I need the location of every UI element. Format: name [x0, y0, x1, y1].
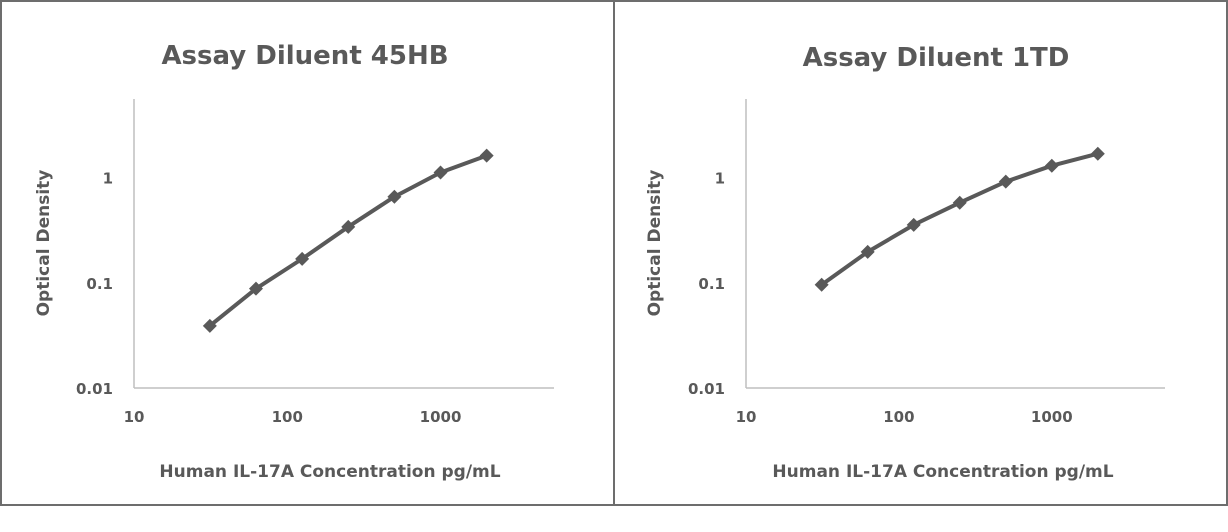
- x-tick-label: 100: [883, 408, 914, 426]
- data-point-marker: [433, 165, 448, 180]
- y-tick-label: 0.1: [86, 275, 113, 293]
- data-point-marker: [814, 277, 829, 292]
- chart-title: Assay Diluent 1TD: [803, 43, 1070, 73]
- y-axis-label: Optical Density: [34, 170, 54, 317]
- data-point-marker: [387, 189, 402, 204]
- chart-45hb: Assay Diluent 45HB Optical Density Human…: [34, 41, 554, 482]
- data-point-marker: [1044, 158, 1059, 173]
- chart-panel-45hb: Assay Diluent 45HB Optical Density Human…: [0, 0, 615, 506]
- data-point-marker: [248, 281, 263, 296]
- x-tick-label: 1000: [420, 408, 462, 426]
- data-point-marker: [1090, 146, 1105, 161]
- chart-1td: Assay Diluent 1TD Optical Density Human …: [645, 43, 1165, 482]
- y-tick-label: 1: [103, 170, 113, 188]
- data-point-marker: [202, 318, 217, 333]
- x-tick-label: 100: [272, 408, 303, 426]
- data-point-marker: [952, 195, 967, 210]
- plot-area: 0.01 0.1 1 10 100 1000: [688, 99, 1165, 426]
- series-line: [208, 153, 488, 328]
- data-point-marker: [479, 148, 494, 163]
- x-tick-label: 10: [124, 408, 145, 426]
- chart-title: Assay Diluent 45HB: [161, 41, 448, 71]
- y-tick-label: 0.01: [688, 380, 725, 398]
- data-point-marker: [860, 244, 875, 259]
- plot-area: 0.01 0.1 1 10 100 1000: [76, 99, 554, 426]
- y-axis-label: Optical Density: [645, 170, 665, 317]
- chart-panel-1td: Assay Diluent 1TD Optical Density Human …: [613, 0, 1228, 506]
- data-point-marker: [295, 251, 310, 266]
- y-tick-label: 1: [715, 170, 725, 188]
- data-point-marker: [998, 174, 1013, 189]
- x-axis-label: Human IL-17A Concentration pg/mL: [772, 462, 1113, 482]
- y-tick-label: 0.1: [698, 275, 725, 293]
- data-point-marker: [906, 217, 921, 232]
- x-tick-label: 10: [736, 408, 757, 426]
- y-tick-label: 0.01: [76, 380, 113, 398]
- data-point-marker: [341, 219, 356, 234]
- series-line: [820, 151, 1099, 287]
- x-tick-label: 1000: [1031, 408, 1073, 426]
- x-axis-label: Human IL-17A Concentration pg/mL: [159, 462, 500, 482]
